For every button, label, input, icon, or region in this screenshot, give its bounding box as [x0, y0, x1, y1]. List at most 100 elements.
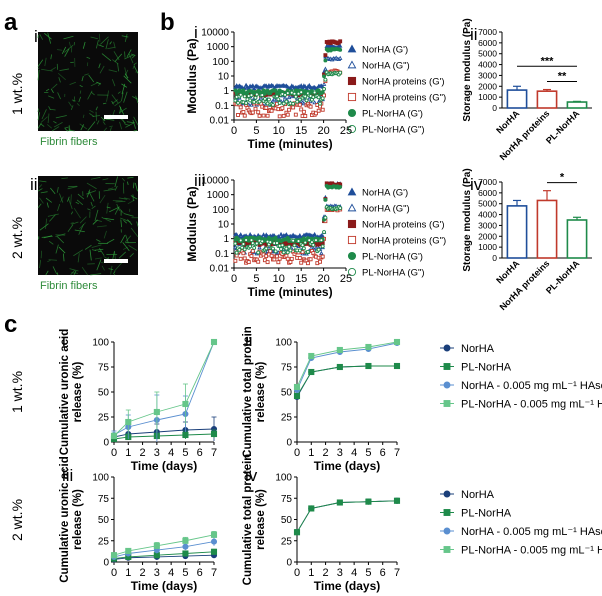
fibrin-fiber: [105, 118, 115, 121]
data-point: [308, 257, 313, 262]
legend-label: PL-NorHA (G"): [362, 268, 425, 279]
fibrin-fiber: [71, 221, 79, 225]
fibrin-micrograph-1wt: [37, 32, 139, 132]
data-point: [318, 259, 322, 264]
data-point: [249, 238, 254, 243]
data-point: [283, 92, 288, 97]
y-tick-label: 75: [98, 363, 110, 374]
x-tick-label: 25: [340, 273, 352, 285]
fibrin-fiber: [124, 33, 128, 43]
data-point: [297, 248, 302, 253]
fibrin-fiber: [91, 249, 97, 252]
data-point: [336, 363, 343, 371]
fibrin-fiber: [120, 219, 123, 228]
fibrin-fiber: [37, 67, 40, 70]
fibrin-fiber: [113, 273, 116, 276]
legend-label: NorHA proteins (G"): [362, 93, 446, 104]
fibrin-fiber: [107, 187, 114, 190]
fibrin-fiber: [52, 266, 58, 275]
x-tick-label: 1: [308, 447, 314, 459]
fibrin-fiber: [70, 211, 74, 215]
legend-label: PL-NorHA (G'): [362, 109, 423, 120]
fibrin-fiber: [47, 32, 52, 44]
data-point: [288, 260, 293, 264]
fibrin-fiber: [124, 54, 134, 60]
fibrin-fiber: [55, 115, 67, 119]
data-point: [266, 97, 271, 102]
data-point: [252, 99, 257, 104]
fibrin-fiber: [94, 248, 104, 251]
fibrin-fiber: [87, 208, 91, 211]
x-tick-label: 15: [295, 273, 307, 285]
data-point: [338, 70, 343, 75]
fibrin-fiber: [106, 90, 110, 102]
fibrin-fiber: [121, 35, 129, 38]
data-point: [256, 259, 261, 264]
y-axis-title-line: Cumulative total protein: [242, 326, 254, 458]
fibrin-micrograph-2wt: [37, 176, 139, 276]
panel-a-sub-ii: ii: [30, 175, 38, 194]
data-point: [316, 247, 321, 252]
data-point: [337, 43, 343, 48]
data-point: [320, 254, 325, 259]
fibrin-fiber: [113, 270, 116, 274]
data-point: [312, 231, 317, 236]
data-point: [238, 105, 243, 110]
fibrin-fiber: [99, 194, 106, 204]
data-point: [241, 88, 246, 93]
x-tick-label: 4: [168, 447, 174, 459]
x-tick-label: 2: [140, 447, 146, 459]
y-tick-label: 7000: [478, 27, 497, 37]
legend-marker: [347, 76, 357, 86]
data-point: [182, 550, 189, 557]
data-point: [125, 547, 132, 554]
y-tick-label: 2000: [478, 81, 497, 91]
legend-label: NorHA (G"): [362, 61, 410, 72]
legend-label: PL-NorHA (G'): [362, 252, 423, 263]
data-point: [298, 83, 304, 88]
data-point: [319, 250, 324, 255]
chart-sub-label: ii: [245, 331, 253, 350]
fibrin-fiber: [40, 123, 45, 127]
data-point: [250, 83, 256, 88]
data-point: [338, 206, 343, 211]
data-point: [291, 105, 296, 110]
data-point: [153, 408, 160, 416]
y-tick-label: 100: [275, 473, 292, 484]
fibrin-fiber: [79, 84, 83, 88]
fibrin-fiber: [61, 177, 68, 180]
fibrin-fiber: [37, 112, 41, 121]
fibrin-fiber: [74, 229, 85, 233]
legend-c-bottom: NorHA PL-NorHA NorHA - 0.005 mg mL⁻¹ HAse P…: [440, 489, 602, 557]
fibrin-fiber: [109, 127, 112, 132]
fibrin-fiber: [56, 49, 63, 51]
fibrin-fiber: [86, 190, 97, 195]
legend-b-i: NorHA (G') NorHA (G") NorHA proteins (G') N…: [347, 44, 446, 136]
fibrin-fiber: [108, 69, 118, 73]
fibrin-fiber: [103, 230, 107, 239]
legend-label: NorHA - 0.005 mg mL⁻¹ HAse: [461, 526, 602, 538]
fibrin-fiber: [71, 272, 79, 274]
data-point: [276, 97, 281, 102]
data-point: [393, 338, 401, 346]
data-point: [320, 107, 325, 112]
fibrin-fiber: [94, 257, 102, 260]
fibrin-fiber: [98, 63, 101, 69]
y-tick-label: 1000: [478, 92, 497, 102]
fibrin-fiber: [120, 118, 126, 124]
x-tick-label: 15: [295, 125, 307, 137]
data-point: [153, 542, 160, 549]
legend-label: NorHA proteins (G'): [362, 77, 445, 88]
fibrin-fiber: [125, 122, 135, 128]
data-point: [236, 113, 240, 117]
data-point: [393, 497, 401, 504]
fibrin-fiber: [123, 75, 132, 84]
data-point: [233, 258, 238, 263]
fibrin-fiber: [79, 123, 88, 130]
data-point: [241, 110, 246, 114]
fibrin-fiber: [48, 259, 57, 261]
data-point: [308, 104, 313, 109]
data-point: [321, 81, 327, 86]
legend-label: NorHA: [461, 343, 495, 355]
